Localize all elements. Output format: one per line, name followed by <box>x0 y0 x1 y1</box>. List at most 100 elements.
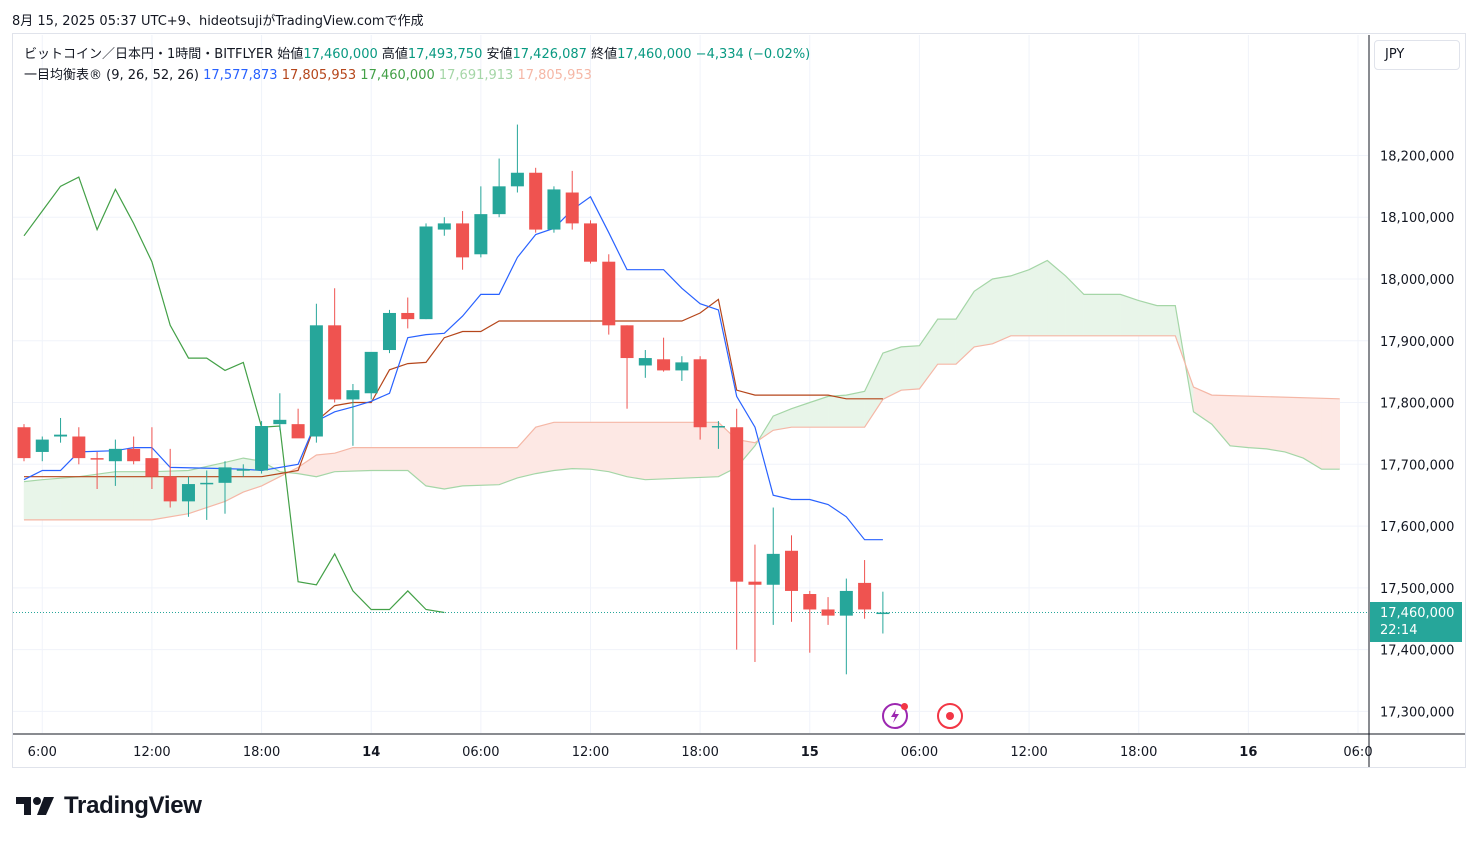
candle <box>711 421 725 449</box>
ichimoku-lines <box>13 176 1368 614</box>
x-tick-label: 16 <box>1239 745 1257 760</box>
candle-body <box>181 484 195 502</box>
candle <box>821 597 835 625</box>
candle-body <box>163 476 177 502</box>
candle <box>108 439 122 486</box>
brand[interactable]: TradingView <box>16 792 202 820</box>
candle-body <box>54 434 68 437</box>
candle <box>255 421 269 474</box>
candle <box>602 254 616 335</box>
candle-body <box>474 214 488 255</box>
cloud-segment <box>78 473 98 521</box>
legend-chikou: 17,460,000 <box>360 68 435 83</box>
candle-body <box>821 609 835 616</box>
x-tick-label: 6:00 <box>28 745 57 760</box>
x-tick-label: 18:00 <box>681 745 718 760</box>
cloud-segment <box>1284 396 1304 459</box>
y-tick-label: 17,900,000 <box>1380 335 1454 350</box>
span-a-line <box>23 259 1340 490</box>
cloud-segment <box>133 471 153 521</box>
x-tick-label: 18:00 <box>243 745 280 760</box>
cloud-segment <box>1229 395 1249 448</box>
candle-body <box>839 590 853 616</box>
y-tick-label: 18,200,000 <box>1380 149 1454 164</box>
y-tick-label: 17,300,000 <box>1380 705 1454 720</box>
candle-body <box>273 419 287 425</box>
candle-body <box>711 426 725 428</box>
cloud-segment <box>681 422 701 479</box>
legend-kijun: 17,805,953 <box>281 68 357 83</box>
cloud-segment <box>462 447 482 487</box>
last-price-value: 17,460,000 <box>1380 606 1455 621</box>
candle-body <box>145 458 159 477</box>
candle <box>163 448 177 508</box>
candle-body <box>90 458 104 460</box>
candle <box>510 124 524 193</box>
candle-body <box>236 469 250 471</box>
record-event-icon[interactable] <box>937 703 963 729</box>
cloud-segment <box>1321 398 1340 470</box>
candle-body <box>766 553 780 585</box>
cloud-segment <box>608 422 628 477</box>
legend-low-label: 安値 <box>486 47 513 62</box>
cloud-segment <box>699 422 719 478</box>
legend-ichimoku-label[interactable]: 一目均衡表® <box>24 68 103 83</box>
candle-body <box>218 467 232 483</box>
candle <box>675 356 689 381</box>
cloud-segment <box>1138 300 1158 337</box>
candle <box>309 303 323 443</box>
cloud-segment <box>96 471 116 521</box>
x-tick-label: 14 <box>362 745 380 760</box>
candle-body <box>419 226 433 320</box>
candle <box>785 535 799 622</box>
candle-body <box>108 448 122 462</box>
cloud-segment <box>352 447 372 472</box>
candle <box>529 167 543 233</box>
cloud-segment <box>334 447 354 472</box>
candle <box>72 427 86 465</box>
candle <box>437 217 451 236</box>
candle <box>730 408 744 650</box>
candle-body <box>382 312 396 351</box>
tradingview-logo-icon <box>16 797 54 815</box>
candle-body <box>35 439 49 452</box>
candle <box>638 350 652 378</box>
record-dot-icon <box>946 712 954 720</box>
x-tick-label: 15 <box>801 745 819 760</box>
legend-close-label: 終値 <box>591 47 618 62</box>
legend-low: 17,426,087 <box>512 47 587 62</box>
lightning-event-icon[interactable] <box>882 703 908 729</box>
cloud-segment <box>1156 305 1176 337</box>
legend: ビットコイン／日本円・1時間・BITFLYER 始値17,460,000 高値1… <box>24 44 810 86</box>
candle <box>583 220 597 264</box>
cloud-segment <box>1028 260 1048 337</box>
legend-close: 17,460,000 <box>617 47 692 62</box>
x-tick-label: 06:00 <box>901 745 938 760</box>
cloud-segment <box>626 422 646 481</box>
candle <box>401 297 415 329</box>
cloud-segment <box>42 477 61 521</box>
candle <box>273 393 287 431</box>
candle-body <box>638 358 652 366</box>
currency-button[interactable]: JPY <box>1374 40 1460 70</box>
candles <box>17 124 890 675</box>
x-tick-label: 12:00 <box>1010 745 1047 760</box>
ichimoku-cloud <box>23 259 1340 521</box>
candle <box>145 427 159 490</box>
cloud-segment <box>407 447 427 487</box>
cloud-segment <box>60 476 80 521</box>
grid <box>13 35 1368 733</box>
legend-tenkan: 17,577,873 <box>203 68 278 83</box>
candle <box>17 424 31 462</box>
cloud-segment <box>1101 294 1121 337</box>
legend-high-label: 高値 <box>381 47 408 62</box>
cloud-segment <box>663 422 683 480</box>
legend-change: −4,334 (−0.02%) <box>695 47 811 62</box>
candle-body <box>565 192 579 224</box>
legend-symbol[interactable]: ビットコイン／日本円・1時間・BITFLYER <box>24 47 274 62</box>
y-tick-label: 17,600,000 <box>1380 520 1454 535</box>
candle-body <box>620 325 634 359</box>
legend-open: 17,460,000 <box>303 47 378 62</box>
brand-name: TradingView <box>64 792 202 819</box>
